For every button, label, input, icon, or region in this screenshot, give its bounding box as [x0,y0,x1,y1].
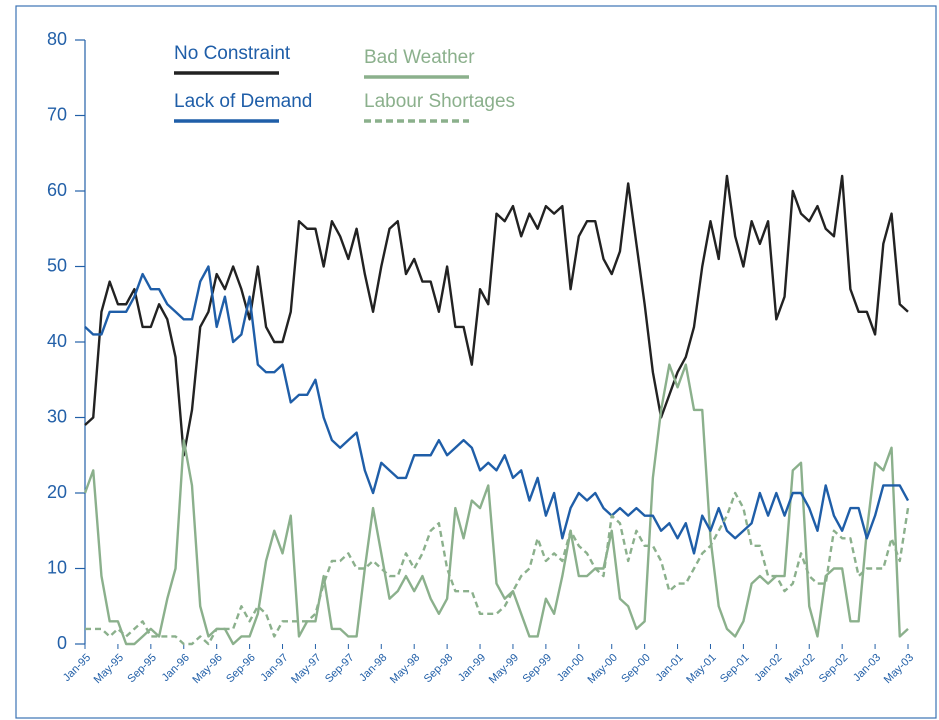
legend-label: Labour Shortages [364,91,515,112]
series-line [84,174,909,457]
x-tick-label: Jan-96 [160,652,192,684]
x-tick-label: Sep-99 [520,652,554,686]
x-tick-label: May-97 [289,652,323,686]
x-tick-label: Sep-01 [718,652,752,686]
x-tick-label: May-03 [882,652,916,686]
series-line [83,363,909,646]
x-tick-label: May-00 [585,652,619,686]
y-tick-label: 30 [47,406,67,426]
legend-item: Bad Weather [364,47,475,79]
x-tick-label: Sep-02 [817,652,851,686]
x-tick-label: May-95 [92,652,126,686]
x-tick-label: Jan-98 [357,652,389,684]
legend-item: Labour Shortages [364,91,515,123]
x-tick-label: Jan-03 [851,652,883,684]
x-tick-label: May-99 [487,652,521,686]
x-tick-label: Jan-02 [752,652,784,684]
y-tick-label: 70 [47,104,67,124]
y-tick-label: 40 [47,331,67,351]
legend-item: No Constraint [174,43,291,75]
x-tick-label: Jan-95 [61,652,93,684]
legend-label: No Constraint [174,43,291,64]
x-tick-label: Jan-97 [258,652,290,684]
legend-label: Lack of Demand [174,91,312,112]
x-tick-label: Sep-98 [422,652,456,686]
x-tick-label: Sep-95 [125,652,159,686]
y-tick-label: 20 [47,482,67,502]
x-tick-label: Jan-00 [555,652,587,684]
x-tick-label: Sep-00 [619,652,653,686]
y-tick-label: 80 [47,29,67,49]
y-tick-label: 10 [47,557,67,577]
frame [15,5,937,719]
x-tick-label: May-96 [190,652,224,686]
x-tick-label: May-98 [388,652,422,686]
x-tick-label: Sep-97 [323,652,357,686]
y-tick-label: 0 [57,633,67,653]
legend-label: Bad Weather [364,47,475,68]
x-tick-label: Jan-99 [456,652,488,684]
x-tick-label: May-01 [684,652,718,686]
x-tick-label: Jan-01 [653,652,685,684]
y-tick-label: 60 [47,180,67,200]
y-tick-label: 50 [47,255,67,275]
legend-item: Lack of Demand [174,91,312,123]
x-tick-label: Sep-96 [224,652,258,686]
series-line [84,265,910,555]
x-tick-label: May-02 [783,652,817,686]
